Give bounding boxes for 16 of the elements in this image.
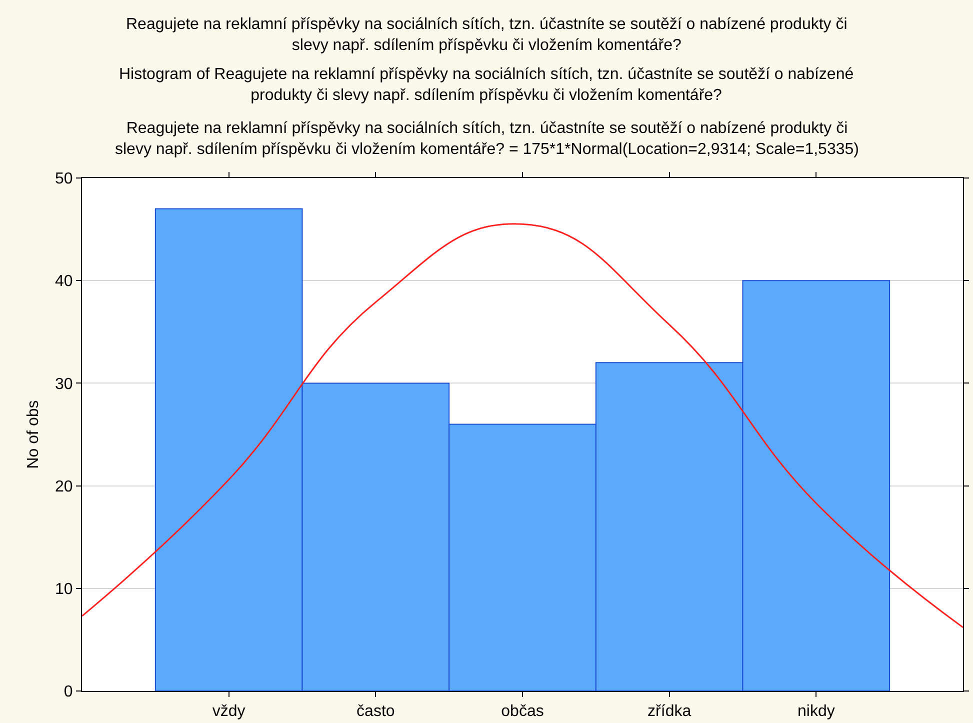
line-series <box>82 223 963 628</box>
chart-subtitle: Histogram of Reagujete na reklamní příspěvky na sociálních sítích, tzn. účastníte se soutěží o nabízené produkty či slevy např. sdílením příspěvku či vložením komentáře? <box>119 66 854 104</box>
y-tick-label: 20 <box>55 478 73 496</box>
y-axis-title: No of obs <box>24 400 42 469</box>
x-tick-label: často <box>356 703 395 720</box>
x-tick-label: občas <box>501 703 544 720</box>
text: Reagujete na reklamní příspěvky na sociálních sítích, tzn. účastníte se soutěží o nabízené produkty či slevy např. sdílením příspěvku či vložením komentáře? = 175*1*Normal(Location=2,9314; Scale=1,5335) <box>115 120 859 158</box>
y-tick-label: 0 <box>64 684 73 701</box>
y-tick-label: 40 <box>55 273 73 290</box>
x-tick-label: nikdy <box>797 703 835 720</box>
y-tick-label: 50 <box>55 170 73 188</box>
x-tick-label: vždy <box>212 703 246 720</box>
x-tick-label: zřídka <box>648 703 692 720</box>
chart-title: Reagujete na reklamní příspěvky na sociálních sítích, tzn. účastníte se soutěží o nabízené produkty či slevy např. sdílením příspěvku či vložením komentáře? <box>126 16 848 54</box>
y-tick-label: 30 <box>55 376 73 393</box>
y-tick-label: 10 <box>55 581 73 598</box>
